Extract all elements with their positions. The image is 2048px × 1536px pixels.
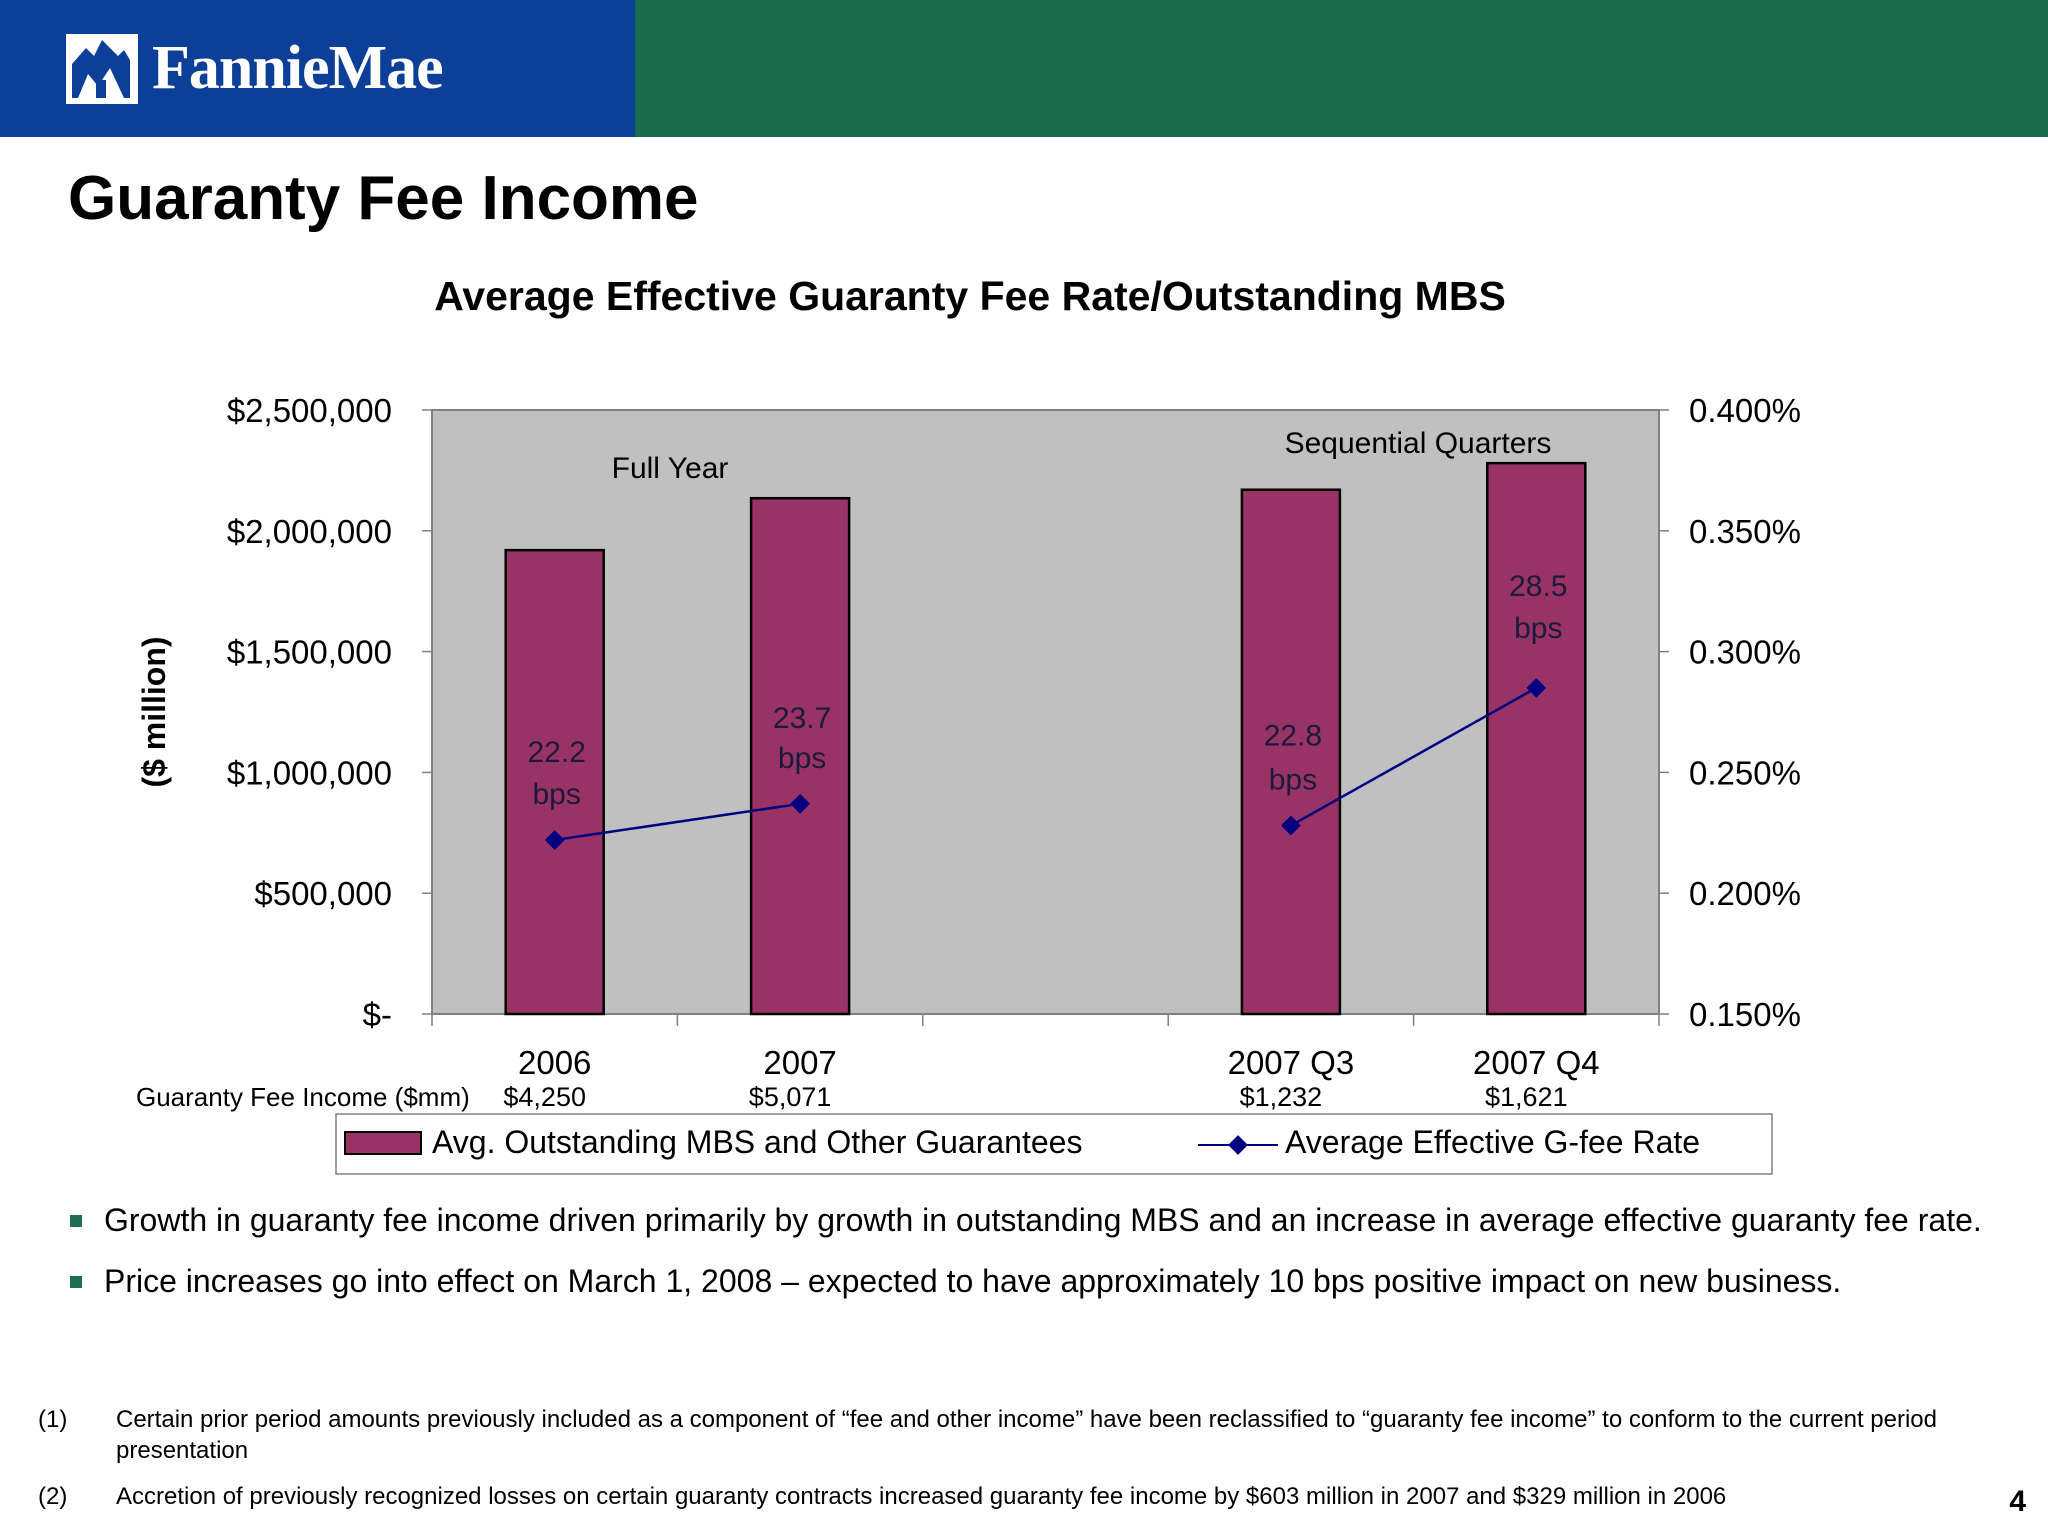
line-point-marker xyxy=(544,830,565,850)
data-label-unit: bps xyxy=(1269,764,1317,797)
legend-bar-label: Avg. Outstanding MBS and Other Guarantee… xyxy=(432,1124,1082,1160)
footnote-text: Certain prior period amounts previously … xyxy=(116,1406,1937,1464)
line-point-marker xyxy=(1526,677,1547,698)
data-label-unit: bps xyxy=(533,778,581,811)
data-label-value: 23.7 xyxy=(773,702,831,735)
bullet-square-icon xyxy=(70,1276,82,1288)
annotation-sequential-quarters: Sequential Quarters xyxy=(1285,427,1552,460)
bullet-item: Price increases go into effect on March … xyxy=(68,1261,1998,1302)
data-label-unit: bps xyxy=(778,742,826,775)
legend-diamond-marker xyxy=(1228,1135,1248,1155)
table-row-value: $5,071 xyxy=(749,1082,832,1112)
bar-mark xyxy=(1486,461,1587,1016)
bullet-square-icon xyxy=(70,1215,82,1227)
left-axis-tick-label: $- xyxy=(363,996,392,1033)
footnote-number: (1) xyxy=(38,1406,68,1433)
header-green-band xyxy=(635,0,2048,137)
right-axis-tick-label: 0.150% xyxy=(1689,996,1801,1033)
line-segment xyxy=(554,802,801,842)
x-axis-category-label: 2007 xyxy=(763,1044,836,1081)
footnote-number: (2) xyxy=(38,1483,68,1510)
right-axis-tick-label: 0.200% xyxy=(1689,875,1801,912)
bullet-text: Growth in guaranty fee income driven pri… xyxy=(104,1202,1982,1238)
bullet-item: Growth in guaranty fee income driven pri… xyxy=(68,1200,1998,1241)
data-label-value: 22.2 xyxy=(528,736,586,769)
right-axis-tick-label: 0.350% xyxy=(1689,513,1801,550)
legend-line-label: Average Effective G-fee Rate xyxy=(1285,1124,1700,1160)
logo-wordmark: FannieMae xyxy=(152,34,444,102)
data-label-value: 22.8 xyxy=(1264,720,1322,753)
line-segment xyxy=(1290,686,1537,827)
page-title: Guaranty Fee Income xyxy=(68,164,699,233)
footnote-text: Accretion of previously recognized losse… xyxy=(116,1483,1727,1510)
bar-mark xyxy=(749,496,851,1016)
bar-mark xyxy=(504,548,605,1016)
table-row-value: $1,232 xyxy=(1240,1082,1323,1112)
bullet-list: Growth in guaranty fee income driven pri… xyxy=(68,1200,1998,1322)
left-axis-tick-label: $1,000,000 xyxy=(227,754,392,791)
house-logo-icon xyxy=(66,33,138,104)
data-label-value: 28.5 xyxy=(1509,570,1567,603)
left-axis-tick-label: $1,500,000 xyxy=(227,634,392,671)
x-axis-category-label: 2007 Q4 xyxy=(1473,1044,1600,1081)
guaranty-fee-chart: Average Effective Guaranty Fee Rate/Outs… xyxy=(136,273,1801,1175)
legend-bar-swatch xyxy=(344,1131,422,1155)
left-axis-tick-label: $2,500,000 xyxy=(227,392,392,429)
left-axis-tick-label: $500,000 xyxy=(254,875,392,912)
plot-area xyxy=(431,409,1660,1015)
x-axis-category-label: 2007 Q3 xyxy=(1228,1044,1355,1081)
chart-legend: Avg. Outstanding MBS and Other Guarantee… xyxy=(335,1113,1773,1175)
table-row-label: Guaranty Fee Income ($mm) xyxy=(136,1082,470,1112)
line-point-marker xyxy=(1281,815,1301,836)
table-row-value: $1,621 xyxy=(1485,1082,1568,1112)
chart-title: Average Effective Guaranty Fee Rate/Outs… xyxy=(434,273,1506,319)
table-row-value: $4,250 xyxy=(503,1082,586,1112)
right-axis-tick-label: 0.250% xyxy=(1689,754,1801,791)
annotation-full-year: Full Year xyxy=(612,452,729,485)
right-axis-tick-label: 0.300% xyxy=(1689,634,1801,671)
legend-box xyxy=(335,1113,1773,1175)
fannie-mae-logo: FannieMae xyxy=(66,33,444,104)
data-label-unit: bps xyxy=(1514,612,1562,645)
right-axis-tick-label: 0.400% xyxy=(1689,392,1801,429)
y-axis-title: ($ million) xyxy=(136,636,172,787)
left-axis-tick-label: $2,000,000 xyxy=(227,513,392,550)
x-axis-category-label: 2006 xyxy=(518,1044,591,1081)
page-number: 4 xyxy=(2009,1485,2026,1518)
bullet-text: Price increases go into effect on March … xyxy=(104,1263,1842,1299)
bar-mark xyxy=(1240,488,1342,1016)
line-point-marker xyxy=(790,793,810,814)
